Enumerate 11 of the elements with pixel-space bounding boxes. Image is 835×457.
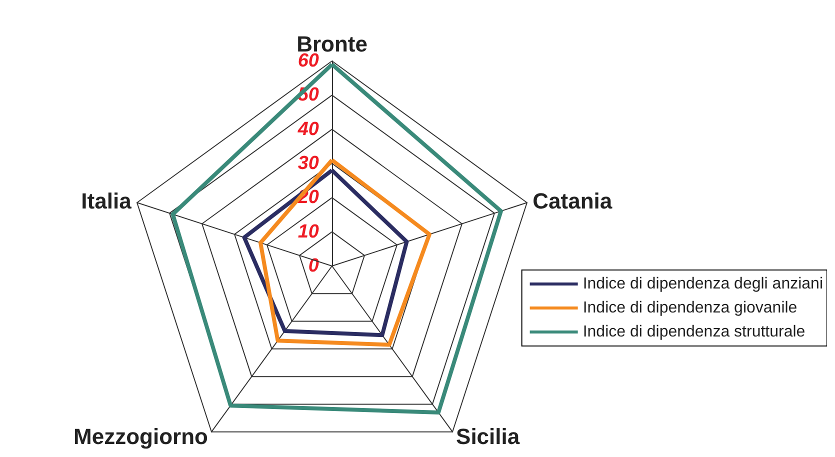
y-tick-label: 0 (308, 256, 320, 276)
spoke-label: Sicilia (456, 424, 520, 450)
legend-label: Indice di dipendenza giovanile (582, 300, 798, 316)
y-tick-label: 40 (296, 118, 320, 140)
y-tick-label: 30 (298, 153, 320, 174)
spoke-label: Italia (81, 188, 132, 214)
legend-label: Indice di dipendenza strutturale (582, 324, 806, 340)
y-tick-label: 10 (298, 221, 320, 242)
legend-label: Indice di dipendenza degli anziani (582, 276, 824, 292)
spoke-label: Catania (532, 188, 613, 214)
spoke-label: Mezzogiorno (74, 424, 208, 450)
